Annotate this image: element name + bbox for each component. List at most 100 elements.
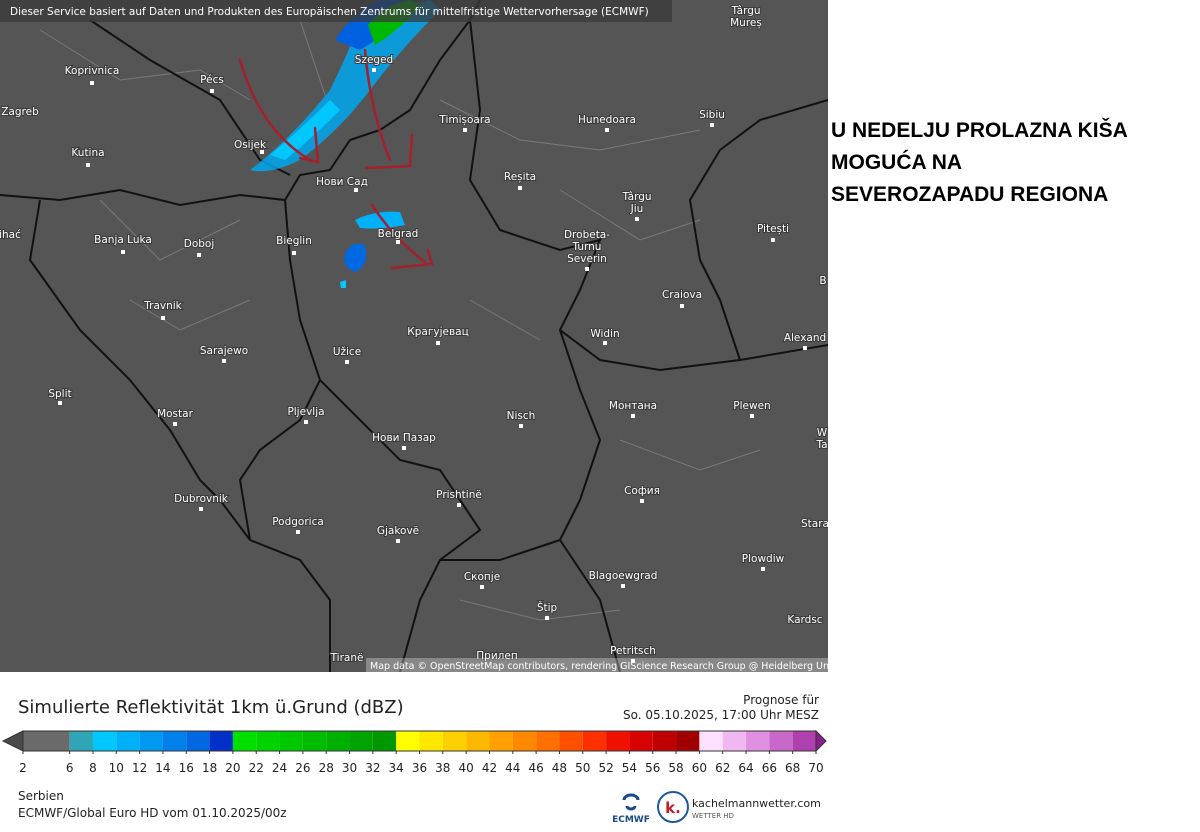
colorbar-tick-label: 34: [389, 761, 404, 775]
city-dot: [761, 567, 765, 571]
city-label: Banja Luka: [94, 234, 152, 246]
city-label: Dubrovnik: [174, 493, 229, 505]
colorbar-segment: [792, 731, 816, 751]
city-label: Alexand: [784, 332, 826, 344]
city-label: Travnik: [143, 300, 182, 312]
city-label: Tiranë: [330, 652, 364, 664]
site-icon: k.: [665, 799, 681, 817]
city-dot: [86, 163, 90, 167]
city-dot: [210, 89, 214, 93]
colorbar-tick-label: 36: [412, 761, 427, 775]
colorbar-segment: [512, 731, 537, 751]
city-label: Прилеп: [476, 650, 517, 662]
attribution-background: [366, 658, 828, 672]
city-dot: [396, 240, 400, 244]
colorbar-segment: [536, 731, 560, 751]
city-dot: [222, 359, 226, 363]
colorbar: 2 6 8 10 12 14 16 18 20 22 24 26 28 30 32 34 36 38 40 42 44 4…: [1, 729, 827, 775]
colorbar-segment: [722, 731, 747, 751]
city-label: Petritsch: [610, 645, 656, 657]
colorbar-segment: [466, 731, 490, 751]
city-dot: [197, 253, 201, 257]
city-label: Bieglin: [276, 235, 312, 247]
city-label: Ta: [815, 439, 827, 451]
city-dot: [750, 414, 754, 418]
colorbar-segment: [442, 731, 467, 751]
city-dot: [345, 360, 349, 364]
colorbar-tick-label: 66: [762, 761, 777, 775]
city-dot: [199, 507, 203, 511]
city-dot: [605, 128, 609, 132]
city-label: Pécs: [200, 74, 224, 86]
city-label: Osijek: [234, 139, 267, 151]
city-dot: [680, 304, 684, 308]
country-borders: [0, 0, 828, 672]
city-dot: [436, 341, 440, 345]
city-label: Plewen: [733, 400, 770, 412]
city-label: Podgorica: [272, 516, 324, 528]
colorbar-tick-label: 2: [19, 761, 27, 775]
colorbar-tick-label: 24: [272, 761, 287, 775]
colorbar-tick-label: 18: [202, 761, 217, 775]
city-label: Koprivnica: [65, 65, 120, 77]
colorbar-tick-label: 22: [249, 761, 264, 775]
ecmwf-logo: ECMWF: [612, 793, 650, 825]
city-label: Doboj: [184, 238, 215, 250]
colorbar-segment: [279, 731, 303, 751]
city-dot: [640, 499, 644, 503]
city-label: Скопје: [464, 571, 500, 583]
city-dot: [631, 414, 635, 418]
colorbar-tick-label: 40: [459, 761, 474, 775]
city-label: Jiu: [630, 203, 644, 215]
colorbar-segment: [676, 731, 700, 751]
colorbar-segment: [769, 731, 793, 751]
colorbar-segment: [92, 731, 117, 751]
colorbar-tick-label: 56: [645, 761, 660, 775]
headline-line: MOGUĆA NA: [831, 150, 962, 174]
region-borders: [39, 19, 761, 621]
kachelmann-logo: k. kachelmannwetter.com WETTER HD: [657, 791, 821, 823]
city-dot: [354, 188, 358, 192]
city-dot: [121, 250, 125, 254]
colorbar-tick-label: 6: [66, 761, 74, 775]
city-label: Kutina: [71, 147, 104, 159]
city-dot: [58, 401, 62, 405]
city-label: Pitești: [757, 223, 789, 235]
colorbar-segment: [559, 731, 583, 751]
city-label: Blagoewgrad: [589, 570, 658, 582]
city-label: Turnu: [572, 241, 602, 253]
colorbar-segment: [139, 731, 163, 751]
city-label: Prishtinë: [436, 489, 482, 501]
city-dot: [771, 238, 775, 242]
city-label: Нови Сад: [316, 176, 368, 188]
colorbar-segment: [326, 731, 350, 751]
colorbar-tick-label: 68: [785, 761, 800, 775]
headline: U NEDELJU PROLAZNA KIŠA MOGUĆA NA SEVERO…: [831, 118, 1128, 206]
city-dot: [173, 422, 177, 426]
colorbar-segment: [232, 731, 257, 751]
city-label: Timișoara: [438, 114, 490, 126]
colorbar-segment: [116, 731, 140, 751]
forecast-label: Prognose für: [743, 693, 819, 707]
city-label: Reșita: [504, 171, 536, 183]
colorbar-tick-label: 8: [89, 761, 97, 775]
colorbar-segment: [209, 731, 233, 751]
city-dot: [803, 346, 807, 350]
city-label: B: [819, 275, 826, 287]
city-label: W: [817, 427, 828, 439]
city-dot: [545, 616, 549, 620]
city-dot: [296, 530, 300, 534]
city-label: Craiova: [662, 289, 702, 301]
city-label: Nisch: [507, 410, 536, 422]
colorbar-tick-label: 16: [179, 761, 194, 775]
colorbar-tick-label: 42: [482, 761, 497, 775]
city-label: Крагујевац: [407, 326, 468, 338]
colorbar-tick-label: 64: [738, 761, 753, 775]
city-dot: [457, 503, 461, 507]
city-label: Mureș: [730, 17, 762, 29]
colorbar-arrow-right: [815, 729, 827, 753]
colorbar-tick-label: 50: [575, 761, 590, 775]
colorbar-tick-label: 26: [295, 761, 310, 775]
colorbar-tick-label: 70: [808, 761, 823, 775]
